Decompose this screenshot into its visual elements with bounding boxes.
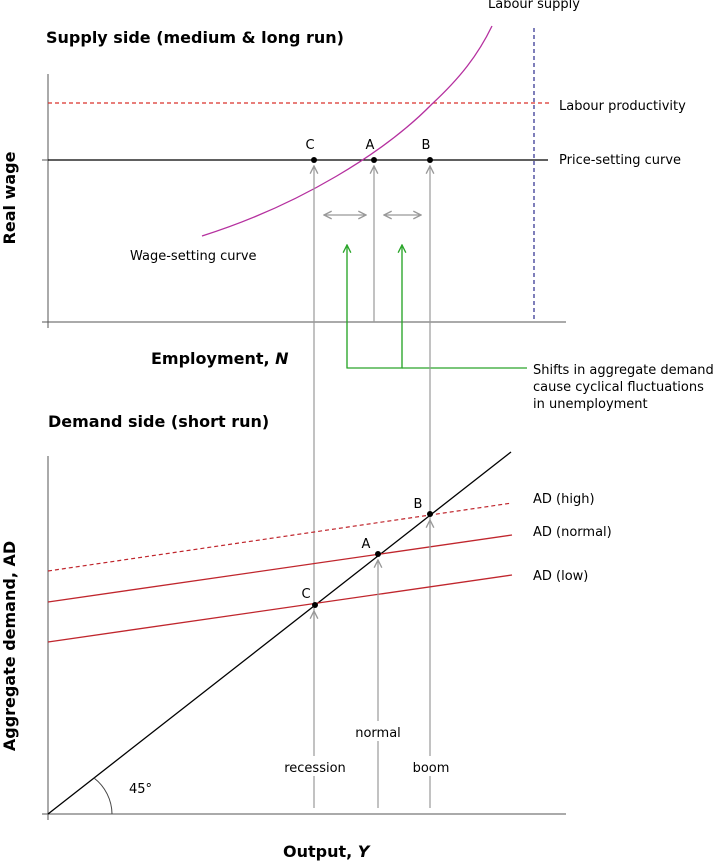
wage-setting-curve	[201, 25, 493, 237]
demand-x-axis-label: Output, Y	[283, 842, 371, 861]
normal-label: normal	[355, 726, 401, 741]
annotation-line-2: cause cyclical fluctuations	[533, 380, 704, 395]
supply-title: Supply side (medium & long run)	[46, 28, 344, 47]
demand-title: Demand side (short run)	[48, 412, 269, 431]
supply-point-a	[371, 157, 377, 163]
supply-x-axis-label: Employment, N	[151, 349, 289, 368]
demand-point-c-label: C	[301, 587, 310, 602]
normal-label-bg	[352, 721, 404, 741]
recession-label-bg	[282, 756, 348, 776]
ad-normal-line	[47, 534, 513, 603]
supply-point-c-label: C	[305, 138, 314, 153]
supply-point-a-label: A	[366, 138, 375, 153]
demand-point-a-label: A	[362, 537, 371, 552]
labour-supply-label: Labour supply	[488, 0, 580, 12]
demand-point-b	[427, 511, 433, 517]
supply-y-axis-label: Real wage	[0, 151, 19, 244]
angle-label: 45°	[129, 782, 152, 797]
ad-high-label: AD (high)	[533, 492, 595, 507]
annotation-line-3: in unemployment	[533, 397, 648, 412]
ad-high-line	[47, 502, 513, 572]
ad-normal-label: AD (normal)	[533, 525, 612, 540]
recession-label: recession	[284, 761, 346, 776]
forty-five-degree-line	[47, 451, 512, 815]
demand-point-a	[375, 551, 381, 557]
angle-arc	[93, 777, 113, 815]
demand-point-b-label: B	[414, 497, 423, 512]
annotation-line-1: Shifts in aggregate demand	[533, 363, 714, 378]
wage-setting-label: Wage-setting curve	[130, 249, 257, 264]
price-setting-label: Price-setting curve	[559, 153, 681, 168]
supply-point-c	[311, 157, 317, 163]
demand-point-c	[312, 602, 318, 608]
supply-point-b-label: B	[422, 138, 431, 153]
boom-label: boom	[413, 761, 450, 776]
ad-low-line	[47, 574, 513, 643]
supply-point-b	[427, 157, 433, 163]
labour-productivity-label: Labour productivity	[559, 99, 686, 114]
ad-low-label: AD (low)	[533, 569, 588, 584]
demand-y-axis-label: Aggregate demand, AD	[0, 541, 19, 751]
boom-label-bg	[410, 756, 452, 776]
